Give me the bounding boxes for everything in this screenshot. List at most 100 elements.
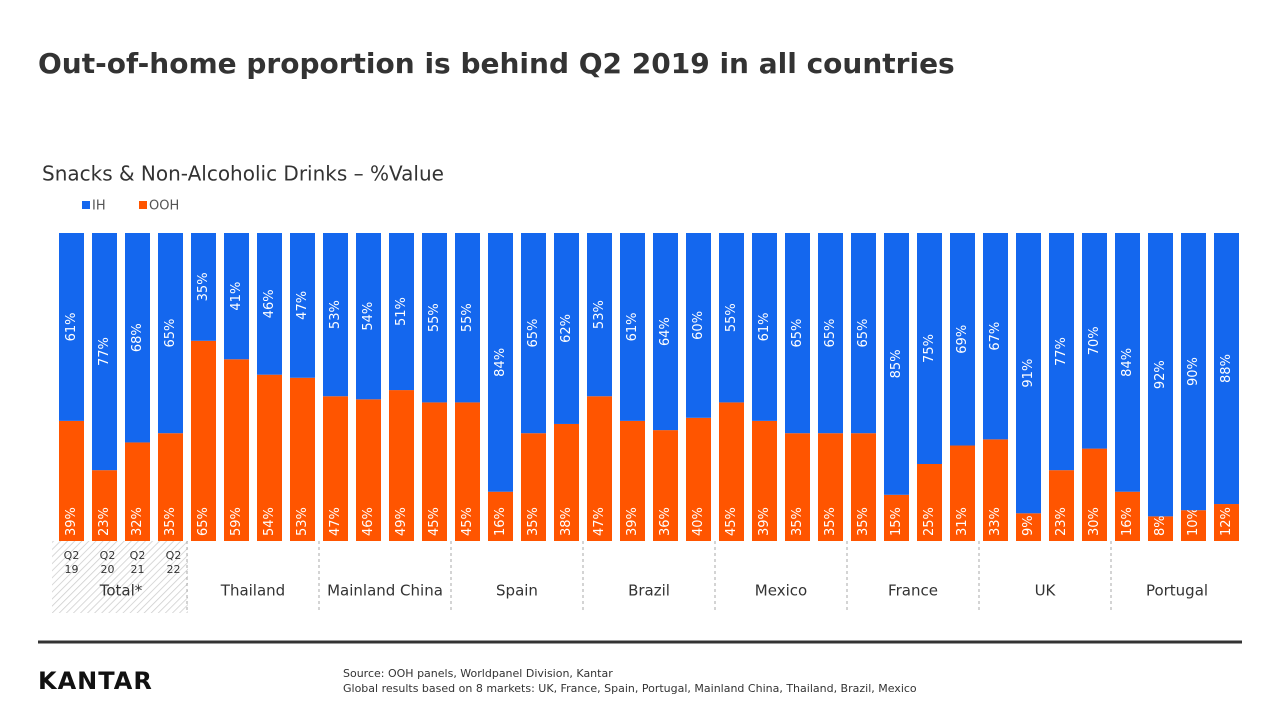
bar-segment	[686, 233, 711, 418]
value-label: 51%	[394, 297, 409, 326]
value-label: 84%	[493, 348, 508, 377]
value-label: 67%	[988, 322, 1003, 351]
value-label: 35%	[163, 507, 178, 536]
bar-segment	[389, 233, 414, 391]
bar-segment	[950, 445, 975, 541]
value-label: 40%	[691, 507, 706, 536]
bar-segment	[1115, 233, 1140, 492]
bar-segment	[92, 233, 117, 471]
value-label: 65%	[823, 319, 838, 348]
bar-segment	[158, 233, 183, 434]
value-label: 55%	[724, 303, 739, 332]
value-label: 49%	[394, 507, 409, 536]
value-label: 45%	[460, 507, 475, 536]
value-label: 53%	[328, 300, 343, 329]
bar-segment	[620, 233, 645, 421]
group-label: Mainland China	[327, 582, 443, 600]
legend-label: IH	[92, 199, 106, 214]
bar-segment	[1214, 504, 1239, 541]
value-label: 88%	[1219, 354, 1234, 383]
value-label: 35%	[526, 507, 541, 536]
value-label: 12%	[1219, 507, 1234, 536]
bar-segment	[422, 402, 447, 541]
value-label: 35%	[790, 507, 805, 536]
value-label: 31%	[955, 507, 970, 536]
value-label: 32%	[130, 507, 145, 536]
bar-segment	[554, 233, 579, 424]
bar-segment	[752, 233, 777, 421]
value-label: 36%	[658, 507, 673, 536]
value-label: 33%	[988, 507, 1003, 536]
bar-segment	[1082, 233, 1107, 449]
bar-segment	[851, 233, 876, 434]
group-label: France	[888, 582, 938, 600]
bar-segment	[1115, 491, 1140, 541]
value-label: 77%	[1054, 337, 1069, 366]
bar-segment	[620, 420, 645, 541]
bar-segment	[983, 233, 1008, 440]
value-label: 47%	[328, 507, 343, 536]
value-label: 85%	[889, 349, 904, 378]
value-label: 65%	[856, 319, 871, 348]
group-label: Mexico	[755, 582, 807, 600]
bar-segment	[191, 233, 216, 341]
value-label: 54%	[361, 302, 376, 331]
bar-segment	[818, 433, 843, 541]
value-label: 41%	[229, 282, 244, 311]
x-tick-label: Q2 19	[63, 549, 80, 576]
bar-segment	[224, 233, 249, 360]
legend-label: OOH	[149, 199, 179, 214]
bar-segment	[455, 402, 480, 541]
value-label: 91%	[1021, 359, 1036, 388]
bar-segment	[488, 233, 513, 492]
value-label: 59%	[229, 507, 244, 536]
value-label: 55%	[427, 303, 442, 332]
bar-segment	[257, 233, 282, 375]
bar-segment	[488, 491, 513, 541]
value-label: 84%	[1120, 348, 1135, 377]
value-label: 64%	[658, 317, 673, 346]
value-label: 61%	[757, 312, 772, 341]
bar-segment	[290, 233, 315, 378]
bar-segment	[521, 433, 546, 541]
bar-segment	[719, 233, 744, 403]
bar-segment	[554, 423, 579, 541]
value-label: 47%	[592, 507, 607, 536]
group-label: Portugal	[1146, 582, 1208, 600]
bar-segment	[950, 233, 975, 446]
bar-segment	[752, 420, 777, 541]
bar-segment	[587, 396, 612, 541]
value-label: 35%	[196, 272, 211, 301]
value-label: 9%	[1021, 515, 1036, 536]
value-label: 65%	[526, 319, 541, 348]
bar-segment	[1049, 233, 1074, 471]
value-label: 69%	[955, 325, 970, 354]
value-label: 62%	[559, 314, 574, 343]
value-label: 39%	[625, 507, 640, 536]
value-label: 38%	[559, 507, 574, 536]
group-label: Total*	[99, 582, 143, 600]
bar-segment	[1181, 233, 1206, 511]
bar-segment	[1049, 470, 1074, 541]
chart-title: Out-of-home proportion is behind Q2 2019…	[38, 47, 955, 80]
group-label: Brazil	[628, 582, 670, 600]
x-tick-label: Q2 20	[99, 549, 116, 576]
x-tick-label: Q2 21	[129, 549, 146, 576]
bar-segment	[983, 439, 1008, 541]
bar-segment	[851, 433, 876, 541]
bar-segment	[455, 233, 480, 403]
bar-segment	[191, 340, 216, 541]
value-label: 55%	[460, 303, 475, 332]
value-label: 53%	[295, 507, 310, 536]
value-label: 75%	[922, 334, 937, 363]
bar-segment	[59, 420, 84, 541]
value-label: 54%	[262, 507, 277, 536]
bar-segment	[290, 377, 315, 541]
bar-segment	[884, 233, 909, 495]
value-label: 45%	[427, 507, 442, 536]
group-label: UK	[1035, 582, 1057, 600]
bar-segment	[1214, 233, 1239, 505]
bar-segment	[1016, 233, 1041, 514]
